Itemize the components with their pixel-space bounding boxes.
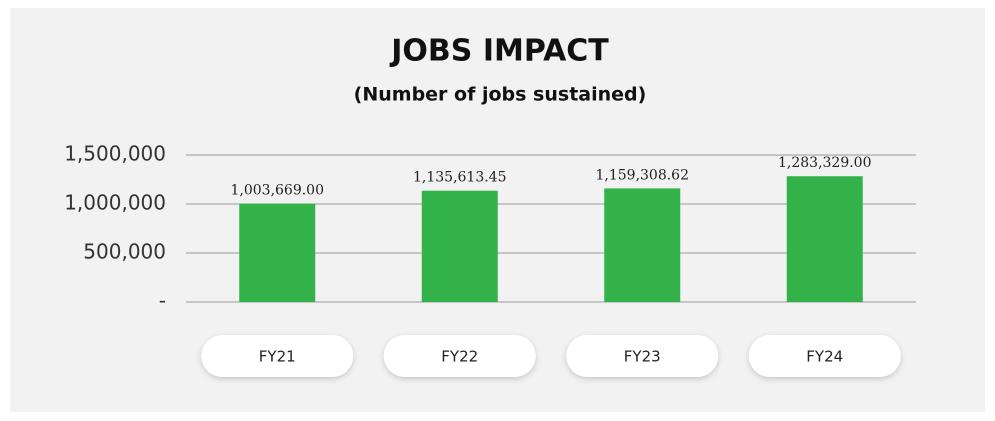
category-pill (383, 335, 536, 377)
bar (604, 188, 681, 302)
bar (239, 203, 316, 302)
bar (421, 190, 498, 302)
category-pill (748, 335, 901, 377)
chart-title: JOBS IMPACT (389, 34, 609, 69)
value-label: 1,003,669.00 (230, 183, 324, 199)
x-tick-label: FY21 (259, 348, 296, 366)
bar (786, 176, 863, 302)
category-pill (201, 335, 354, 377)
x-tick-label: FY23 (624, 348, 661, 366)
x-tick-label: FY24 (806, 348, 843, 366)
value-label: 1,135,613.45 (413, 170, 507, 186)
y-tick-label: 500,000 (83, 240, 166, 264)
x-tick-label: FY22 (441, 348, 478, 366)
y-tick-label: 1,500,000 (64, 142, 166, 166)
value-label: 1,283,329.00 (778, 155, 872, 171)
category-pill (566, 335, 719, 377)
y-tick-label: 1,000,000 (64, 191, 166, 215)
y-tick-label: - (159, 289, 166, 313)
chart-subtitle: (Number of jobs sustained) (354, 84, 647, 106)
value-label: 1,159,308.62 (595, 167, 689, 183)
